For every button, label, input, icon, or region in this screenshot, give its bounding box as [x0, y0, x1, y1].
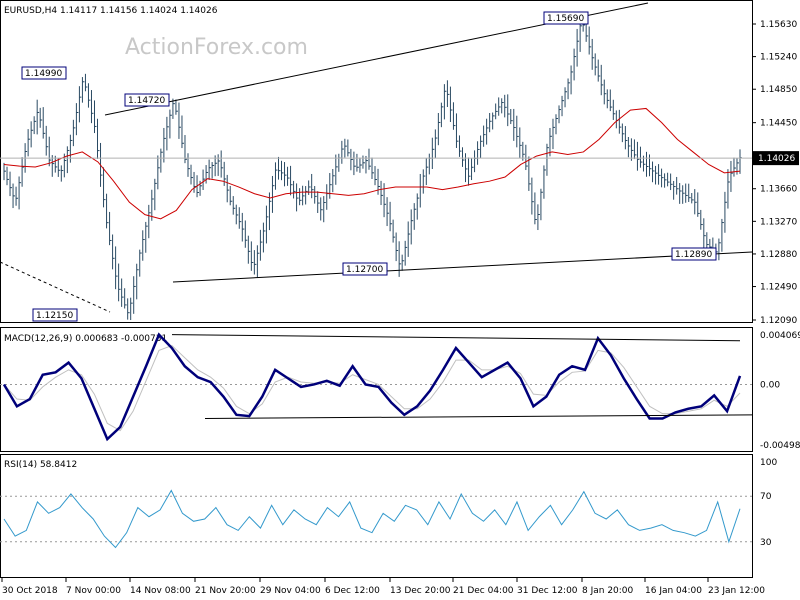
- rsi-axis-tick-label: 70: [760, 492, 772, 502]
- time-axis-tick-label: 16 Jan 04:00: [645, 586, 702, 596]
- price-annotations: 1.14990 1.14720 1.15690 1.12150 1.12700 1.128…: [21, 11, 717, 322]
- macd-line: [2, 332, 742, 442]
- watermark: ActionForex.com: [125, 35, 308, 60]
- time-axis-tick-label: 13 Dec 20:00: [390, 586, 451, 596]
- rsi-header: RSI(14) 58.8412: [4, 460, 77, 470]
- time-axis-tick-label: 21 Nov 20:00: [195, 586, 256, 596]
- price-label-text: 1.12890: [675, 250, 712, 260]
- macd-upper-trendline: [171, 334, 741, 342]
- price-axis-tick-label: 1.13270: [760, 217, 797, 227]
- time-axis-tick-label: 21 Dec 04:00: [453, 586, 514, 596]
- price-header: EURUSD,H4 1.14117 1.14156 1.14024 1.1402…: [4, 6, 218, 16]
- time-axis-tick-label: 23 Jan 12:00: [708, 586, 765, 596]
- price-label-box: [342, 262, 388, 276]
- time-axis-tick-label: 29 Nov 04:00: [260, 586, 321, 596]
- time-axis-tick-label: 31 Dec 12:00: [517, 586, 578, 596]
- price-label-text: 1.14990: [25, 69, 62, 79]
- current-price-box: [753, 151, 799, 166]
- price-axis-tick-label: 1.15240: [760, 53, 797, 63]
- price-label-text: 1.15690: [547, 14, 584, 24]
- macd-signal-line: [3, 344, 741, 432]
- moving-average-group: [3, 107, 741, 220]
- macd-axis-tick-label: 0.004069: [760, 331, 800, 341]
- price-panel: [0, 0, 753, 323]
- current-price-label: 1.14026: [758, 154, 795, 164]
- time-axis: 30 Oct 2018 7 Nov 00:00 14 Nov 08:00 21 Nov…: [1, 578, 765, 596]
- macd-lower-trendline: [204, 414, 753, 419]
- rsi-group: 100 70 30: [0, 458, 777, 549]
- price-label-box: [124, 93, 170, 107]
- price-label-box: [671, 247, 717, 261]
- moving-average-line: [3, 107, 741, 220]
- price-axis-tick-label: 1.12090: [760, 316, 797, 326]
- price-axis-tick-label: 1.15630: [760, 20, 797, 30]
- rsi-line: [3, 489, 741, 549]
- price-axis-tick-label: 1.12490: [760, 283, 797, 293]
- lower-trendline: [172, 251, 753, 283]
- price-axis-tick-label: 1.14850: [760, 85, 797, 95]
- price-label-box: [543, 11, 589, 25]
- price-label-box: [32, 308, 78, 322]
- rsi-axis-tick-label: 30: [760, 538, 772, 548]
- macd-axis-tick-label: 0.00: [760, 380, 780, 390]
- time-axis-tick-label: 8 Jan 20:00: [582, 586, 634, 596]
- macd-panel: [0, 327, 753, 452]
- rsi-axis-tick-label: 100: [760, 458, 777, 468]
- dashed-trendline: [0, 261, 111, 313]
- price-label-text: 1.12700: [346, 265, 383, 275]
- price-axis-tick-label: 1.14450: [760, 119, 797, 129]
- price-label-text: 1.14720: [128, 96, 165, 106]
- time-axis-tick-label: 14 Nov 08:00: [130, 586, 191, 596]
- time-axis-tick-label: 6 Dec 12:00: [325, 586, 380, 596]
- price-label-text: 1.12150: [36, 311, 73, 321]
- time-axis-tick-label: 7 Nov 00:00: [66, 586, 121, 596]
- price-axis: 1.156301.152401.148501.144501.140601.136…: [0, 20, 799, 326]
- price-axis-tick-label: 1.12880: [760, 250, 797, 260]
- price-axis-tick-label: 1.13660: [760, 185, 797, 195]
- price-label-box: [21, 66, 67, 80]
- macd-header: MACD(12,26,9) 0.000683 -0.000731: [4, 334, 167, 344]
- rsi-panel: [0, 454, 753, 578]
- time-axis-tick-label: 30 Oct 2018: [2, 586, 58, 596]
